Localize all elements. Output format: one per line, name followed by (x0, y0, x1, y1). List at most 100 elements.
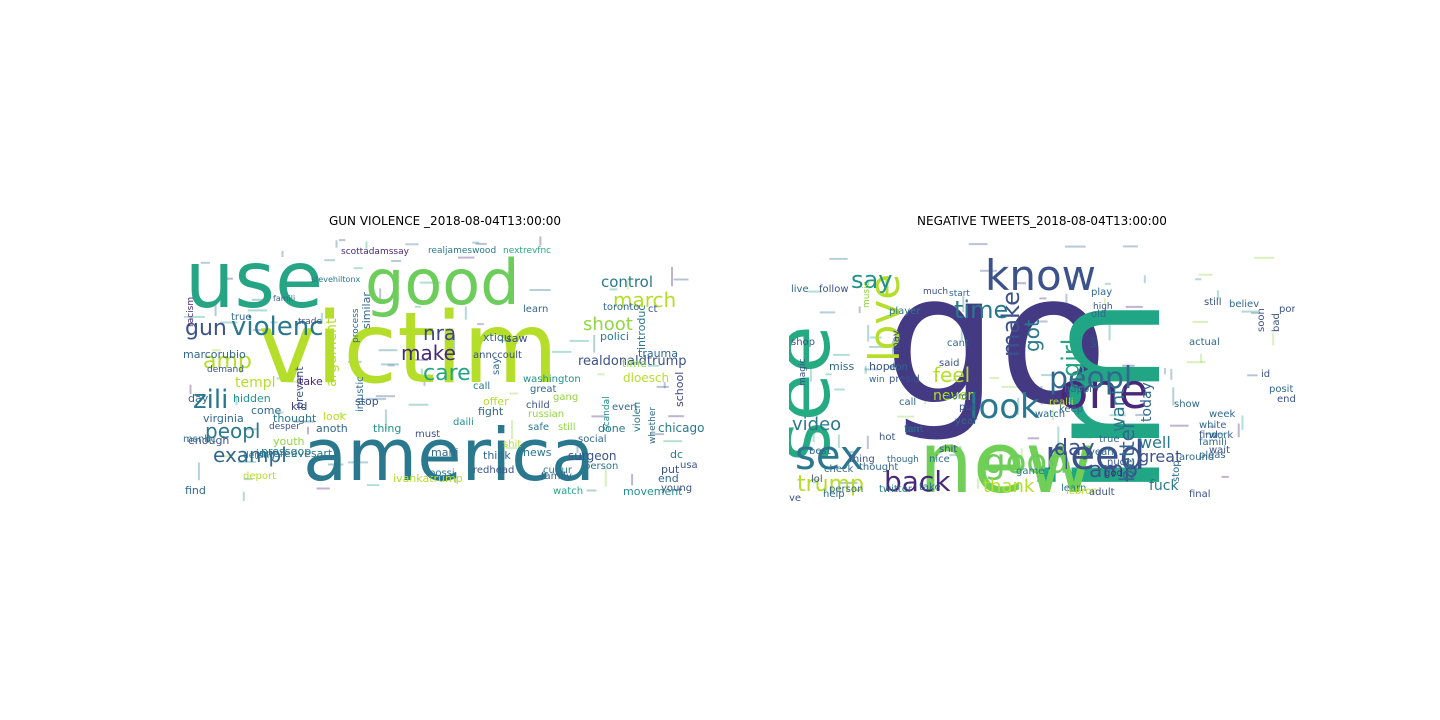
tiny-word-mark (218, 455, 232, 458)
cloud-word: posit (1269, 384, 1293, 395)
tiny-word-mark (475, 242, 487, 245)
tiny-word-mark (353, 267, 363, 270)
cloud-word: done (598, 422, 626, 435)
tiny-word-mark (297, 372, 300, 388)
tiny-word-mark (328, 463, 344, 466)
cloud-word: watch (553, 486, 583, 497)
cloud-word: call (473, 381, 490, 392)
cloud-word: nra (423, 321, 456, 345)
cloud-word: never (933, 388, 973, 404)
cloud-word: white (1199, 420, 1226, 431)
cloud-word: best (809, 446, 831, 457)
tiny-word-mark (819, 311, 836, 314)
tiny-word-mark (1163, 367, 1166, 375)
cloud-word: need (1045, 433, 1145, 479)
cloud-word: thing (373, 422, 401, 435)
tiny-word-mark (944, 379, 954, 382)
tiny-word-mark (626, 279, 629, 290)
cloud-word: chicago (658, 421, 704, 435)
tiny-word-mark (507, 271, 514, 274)
cloud-word: school (673, 372, 686, 407)
tiny-word-mark (1241, 415, 1244, 430)
tiny-word-mark (348, 461, 369, 464)
cloud-word: anoth (316, 422, 348, 435)
tiny-word-mark (960, 320, 963, 340)
cloud-word: gun (185, 316, 227, 341)
tiny-word-mark (226, 277, 233, 280)
tiny-word-mark (211, 349, 221, 352)
tiny-word-mark (408, 403, 429, 406)
cloud-word: toronto (603, 302, 639, 313)
tiny-word-mark (1028, 320, 1048, 323)
cloud-word: think (483, 449, 511, 462)
tiny-word-mark (1198, 273, 1213, 276)
panel-title: NEGATIVE TWEETS_2018-08-04T13:00:00 (917, 214, 1167, 228)
tiny-word-mark (837, 434, 840, 448)
cloud-word: learn (523, 304, 548, 315)
cloud-word: well (1139, 433, 1171, 452)
tiny-word-mark (509, 392, 519, 395)
cloud-word: find (1199, 430, 1218, 441)
tiny-word-mark (891, 340, 894, 356)
cloud-word: time (622, 357, 647, 370)
cloud-word: amp (1089, 458, 1138, 483)
cloud-word: make (401, 341, 456, 365)
cloud-word: put (661, 463, 680, 476)
cloud-word: youth (273, 435, 305, 448)
tiny-word-mark (1101, 434, 1110, 437)
tiny-word-mark (366, 484, 380, 487)
cloud-word: don (889, 362, 908, 373)
tiny-word-mark (867, 324, 870, 342)
tiny-word-mark (200, 261, 210, 264)
cloud-word: better (1115, 420, 1139, 482)
tiny-word-mark (985, 449, 1003, 452)
tiny-word-mark (445, 459, 456, 462)
cloud-word: time (954, 296, 1008, 324)
tiny-word-mark (464, 306, 467, 320)
tiny-word-mark (1057, 426, 1060, 444)
cloud-word: xtiqu (483, 331, 511, 344)
cloud-word: see (789, 325, 848, 462)
cloud-word: great (1139, 447, 1181, 466)
cloud-word: still (1204, 297, 1221, 308)
cloud-word: final (1189, 489, 1211, 500)
tiny-word-mark (1104, 282, 1111, 285)
cloud-word: work (1209, 430, 1233, 441)
tiny-word-mark (499, 339, 519, 342)
cloud-word: marcorubio (183, 348, 246, 361)
cloud-word: back (884, 465, 951, 498)
cloud-word: though (887, 455, 919, 465)
tiny-word-mark (378, 349, 398, 352)
tiny-word-mark (1109, 414, 1126, 417)
tiny-word-mark (183, 315, 205, 318)
cloud-word: stop (355, 395, 379, 408)
tiny-word-mark (1081, 341, 1084, 351)
tiny-word-mark (1014, 282, 1026, 285)
tiny-word-mark (838, 481, 858, 484)
cloud-word: feel (933, 363, 970, 387)
tiny-word-mark (1122, 364, 1135, 367)
cloud-word: kid (291, 400, 307, 413)
cloud-word: ct (648, 304, 657, 315)
cloud-word: racism (186, 297, 196, 327)
cloud-word: amp (203, 349, 252, 374)
tiny-word-mark (419, 281, 441, 284)
cloud-word: deport (243, 471, 276, 482)
cloud-word: junereevesart (255, 447, 333, 460)
cloud-word: nude (1107, 457, 1132, 468)
cloud-word: person (829, 484, 863, 495)
tiny-word-mark (812, 426, 815, 442)
tiny-word-mark (964, 421, 977, 424)
tiny-word-mark (609, 288, 618, 291)
cloud-word: presid (889, 374, 920, 385)
cloud-word: make (997, 291, 1025, 357)
cloud-word: everi (612, 402, 637, 413)
tiny-word-mark (408, 358, 429, 361)
cloud-word: play (1091, 287, 1112, 298)
cloud-word: miss (829, 360, 855, 373)
cloud-word: put (959, 402, 976, 413)
tiny-word-mark (238, 460, 256, 463)
tiny-word-mark (869, 345, 885, 348)
tiny-word-mark (924, 392, 927, 405)
cloud-word: usa (680, 460, 698, 471)
